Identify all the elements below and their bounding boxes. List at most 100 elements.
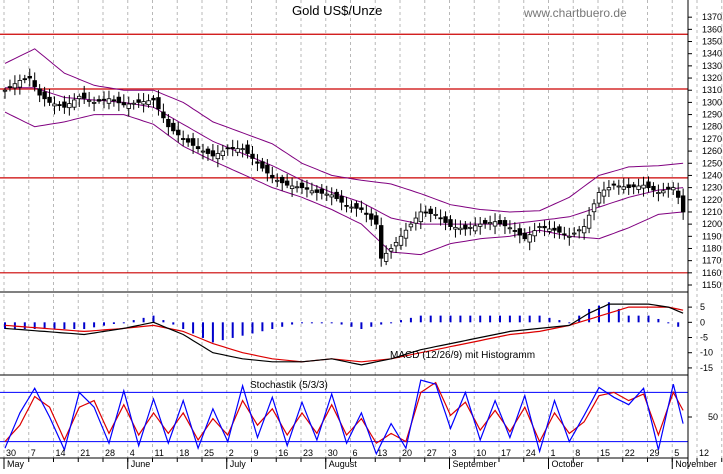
candle-body — [329, 194, 334, 198]
price-tick-label: 1150 — [702, 280, 721, 290]
candle-body — [616, 185, 621, 188]
price-tick-label: 1370 — [702, 12, 722, 22]
macd-histogram-bar — [142, 317, 145, 323]
macd-panel — [4, 302, 684, 366]
macd-histogram-bar — [261, 322, 264, 332]
price-tick-label: 1310 — [702, 85, 722, 95]
macd-histogram-bar — [291, 322, 294, 325]
candle-body — [537, 226, 542, 228]
candle-body — [354, 203, 359, 209]
candle-body — [47, 96, 52, 103]
macd-histogram-bar — [271, 322, 274, 330]
x-tick-label: 15 — [600, 448, 610, 458]
candle-body — [42, 91, 47, 100]
stochastic-d-line — [4, 381, 684, 445]
macd-histogram-bar — [43, 322, 46, 330]
candle-body — [453, 226, 458, 230]
stochastic-label: Stochastik (5/3/3) — [250, 380, 328, 391]
candle-body — [641, 184, 646, 189]
macd-histogram-bar — [310, 322, 313, 324]
candle-body — [680, 195, 686, 213]
x-tick-label: 7 — [31, 448, 36, 458]
candle-body — [463, 224, 468, 230]
x-tick-label: 22 — [625, 448, 635, 458]
candle-body — [161, 111, 166, 119]
macd-histogram-bar — [182, 322, 185, 330]
macd-histogram-bar — [548, 317, 551, 323]
macd-tick-label: 5 — [700, 302, 705, 312]
candle-body — [309, 190, 315, 194]
candle-body — [62, 101, 67, 108]
candle-body — [567, 235, 572, 238]
price-tick-label: 1330 — [702, 61, 722, 71]
candle-body — [656, 192, 661, 195]
candle-body — [156, 97, 161, 110]
macd-histogram-bar — [667, 322, 670, 324]
x-tick-label: 4 — [130, 448, 135, 458]
price-tick-label: 1270 — [702, 134, 722, 144]
macd-histogram-bar — [192, 322, 195, 334]
candle-body — [106, 98, 112, 104]
candle-body — [131, 102, 136, 105]
candle-body — [299, 182, 305, 189]
candle-body — [190, 138, 196, 146]
price-tick-label: 1170 — [702, 256, 721, 266]
candle-body — [398, 235, 404, 246]
macd-histogram-bar — [419, 315, 422, 323]
candle-body — [581, 226, 587, 234]
price-tick-label: 1300 — [702, 97, 722, 107]
macd-tick-label: -5 — [700, 333, 708, 343]
macd-tick-label: -10 — [700, 348, 713, 358]
candle-body — [176, 129, 181, 136]
candle-body — [77, 95, 82, 100]
candle-body — [388, 248, 394, 252]
candle-body — [255, 161, 260, 164]
macd-histogram-bar — [558, 320, 561, 323]
candle-body — [141, 101, 146, 105]
price-tick-label: 1230 — [702, 183, 722, 193]
candle-body — [111, 99, 117, 102]
bollinger-upper — [4, 48, 684, 213]
x-tick-label: 16 — [278, 448, 288, 458]
candle-body — [260, 161, 265, 169]
candle-body — [542, 225, 547, 229]
candle-body — [349, 206, 354, 209]
candle-body — [408, 223, 414, 228]
x-tick-label: 12 — [699, 448, 709, 458]
candle-body — [497, 220, 503, 225]
candle-body — [552, 227, 557, 231]
macd-histogram-bar — [281, 322, 284, 327]
candle-body — [146, 100, 151, 105]
macd-histogram-bar — [172, 322, 175, 325]
macd-histogram-bar — [469, 315, 472, 323]
candle-body — [374, 215, 379, 225]
x-tick-label: 14 — [56, 448, 66, 458]
macd-histogram-bar — [528, 315, 531, 323]
candle-body — [339, 195, 344, 203]
macd-histogram-bar — [152, 315, 155, 323]
candle-body — [626, 184, 631, 189]
x-tick-label: 20 — [402, 448, 412, 458]
candle-body — [2, 89, 8, 92]
candle-body — [96, 99, 102, 102]
candle-body — [319, 188, 324, 194]
candle-body — [646, 181, 651, 189]
candle-body — [517, 228, 522, 236]
macd-histogram-bar — [459, 315, 462, 323]
macd-histogram-bar — [231, 322, 234, 338]
candle-body — [428, 208, 433, 214]
price-tick-label: 1210 — [702, 207, 722, 217]
candle-body — [636, 185, 641, 190]
stochastic-tick-label: 50 — [708, 412, 718, 422]
candle-body — [378, 225, 384, 259]
price-panel — [0, 33, 688, 274]
candle-body — [270, 174, 275, 179]
macd-line — [4, 303, 684, 366]
macd-histogram-bar — [122, 322, 125, 324]
candle-body — [67, 103, 72, 109]
macd-histogram-bar — [607, 302, 610, 323]
macd-histogram-bar — [93, 322, 96, 328]
candle-body — [284, 180, 290, 186]
price-tick-label: 1250 — [702, 158, 722, 168]
month-label: July — [230, 459, 247, 469]
